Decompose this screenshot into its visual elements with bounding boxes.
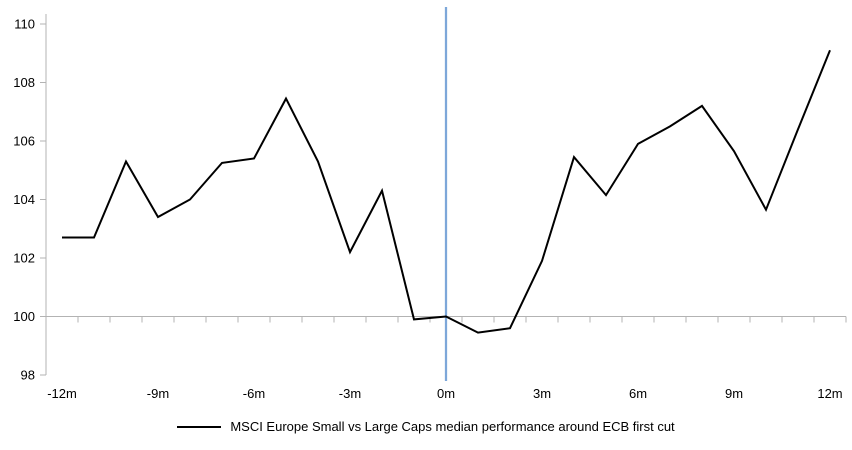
x-tick-label: 6m: [629, 386, 647, 401]
y-tick-label: 102: [13, 251, 35, 266]
x-tick-label: -12m: [47, 386, 77, 401]
y-tick-label: 98: [21, 368, 35, 383]
legend: MSCI Europe Small vs Large Caps median p…: [0, 419, 852, 434]
x-tick-label: 0m: [437, 386, 455, 401]
legend-line-sample: [177, 425, 222, 428]
y-tick-label: 106: [13, 134, 35, 149]
series-line: [62, 49, 831, 334]
x-tick-label: -6m: [243, 386, 265, 401]
y-tick-label: 100: [13, 309, 35, 324]
y-tick-label: 104: [13, 192, 35, 207]
x-tick-label: 3m: [533, 386, 551, 401]
y-tick-label: 108: [13, 75, 35, 90]
x-tick-label: -9m: [147, 386, 169, 401]
x-tick-label: -3m: [339, 386, 361, 401]
legend-label: MSCI Europe Small vs Large Caps median p…: [230, 419, 675, 434]
y-tick-label: 110: [14, 17, 35, 32]
x-tick-label: 12m: [817, 386, 842, 401]
x-tick-label: 9m: [725, 386, 743, 401]
